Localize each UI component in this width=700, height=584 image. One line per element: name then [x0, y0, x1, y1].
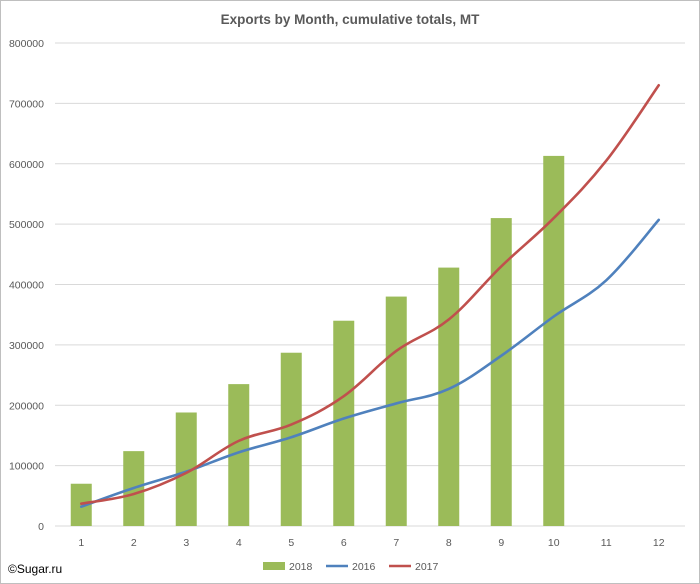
bar-2018-9	[490, 218, 512, 526]
y-tick-label: 0	[38, 521, 44, 533]
x-tick-label: 6	[341, 537, 347, 549]
bar-2018-6	[333, 320, 355, 526]
x-tick-label: 9	[498, 537, 504, 549]
y-tick-label: 400000	[9, 280, 44, 292]
legend-label: 2016	[352, 561, 376, 573]
x-tick-label: 1	[78, 537, 84, 549]
x-tick-label: 11	[601, 537, 612, 549]
line-series-2016	[79, 218, 661, 508]
bar-series-2018	[70, 155, 565, 526]
x-tick-label: 7	[393, 537, 399, 549]
chart-title: Exports by Month, cumulative totals, MT	[221, 12, 481, 27]
y-tick-label: 600000	[9, 159, 44, 171]
legend: 2018 2016 2017	[263, 561, 439, 573]
bar-2018-4	[228, 384, 250, 526]
bar-2018-3	[175, 412, 197, 526]
line-series-layer	[79, 83, 661, 508]
x-tick-label: 5	[288, 537, 294, 549]
legend-item-2018: 2018	[263, 561, 313, 573]
y-tick-label: 200000	[9, 400, 44, 412]
y-axis-tick-labels: 0 100000 200000 300000 400000 500000 600000 700…	[9, 38, 44, 533]
legend-swatch-bar	[263, 562, 285, 570]
x-tick-label: 2	[131, 537, 137, 549]
x-tick-label: 4	[236, 537, 242, 549]
legend-item-2017: 2017	[389, 561, 439, 573]
legend-label: 2017	[415, 561, 439, 573]
y-tick-label: 500000	[9, 219, 44, 231]
x-tick-label: 10	[548, 537, 560, 549]
line-series-2017	[79, 83, 661, 505]
y-tick-label: 700000	[9, 98, 44, 110]
y-tick-label: 100000	[9, 461, 44, 473]
bar-2018-8	[438, 267, 460, 526]
legend-label: 2018	[289, 561, 313, 573]
y-tick-label: 800000	[9, 38, 44, 50]
bar-2018-7	[385, 296, 407, 526]
copyright-text: ©Sugar.ru	[8, 562, 63, 576]
y-tick-label: 300000	[9, 340, 44, 352]
bar-2018-5	[280, 352, 302, 526]
x-axis-tick-labels: 1 2 3 4 5 6 7 8 9 10 11 12	[78, 537, 664, 549]
x-tick-label: 12	[653, 537, 665, 549]
bar-2018-10	[543, 155, 565, 526]
legend-item-2016: 2016	[326, 561, 376, 573]
x-tick-label: 8	[446, 537, 452, 549]
x-tick-label: 3	[183, 537, 189, 549]
gridlines	[55, 42, 685, 527]
